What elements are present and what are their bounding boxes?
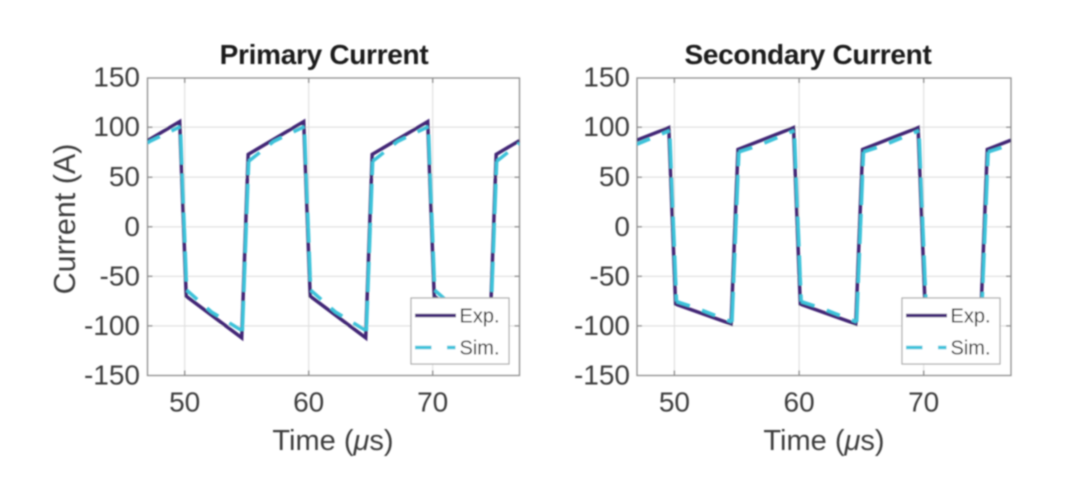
- svg-text:60: 60: [784, 387, 815, 418]
- svg-text:Sim.: Sim.: [460, 338, 500, 360]
- svg-text:Time (μs): Time (μs): [763, 425, 884, 457]
- svg-text:70: 70: [417, 387, 448, 418]
- svg-text:150: 150: [583, 62, 630, 93]
- svg-text:50: 50: [659, 387, 690, 418]
- svg-text:70: 70: [908, 387, 939, 418]
- svg-text:Exp.: Exp.: [460, 306, 500, 328]
- svg-text:Current (A): Current (A): [48, 144, 82, 295]
- svg-text:Sim.: Sim.: [951, 338, 991, 360]
- svg-text:100: 100: [583, 111, 630, 142]
- svg-text:150: 150: [93, 62, 140, 93]
- svg-text:50: 50: [169, 387, 200, 418]
- svg-text:-50: -50: [100, 260, 140, 291]
- svg-text:50: 50: [599, 161, 630, 192]
- svg-text:-50: -50: [590, 260, 630, 291]
- svg-text:-150: -150: [574, 360, 630, 391]
- svg-text:Exp.: Exp.: [951, 306, 991, 328]
- svg-text:100: 100: [93, 111, 140, 142]
- svg-text:0: 0: [614, 211, 630, 242]
- svg-text:-150: -150: [84, 360, 140, 391]
- svg-text:60: 60: [293, 387, 324, 418]
- svg-text:Primary Current: Primary Current: [220, 39, 429, 70]
- svg-text:Secondary Current: Secondary Current: [685, 39, 932, 70]
- svg-text:50: 50: [109, 161, 140, 192]
- svg-text:Time (μs): Time (μs): [272, 425, 393, 457]
- svg-text:0: 0: [124, 211, 140, 242]
- svg-text:-100: -100: [574, 310, 630, 341]
- svg-text:-100: -100: [84, 310, 140, 341]
